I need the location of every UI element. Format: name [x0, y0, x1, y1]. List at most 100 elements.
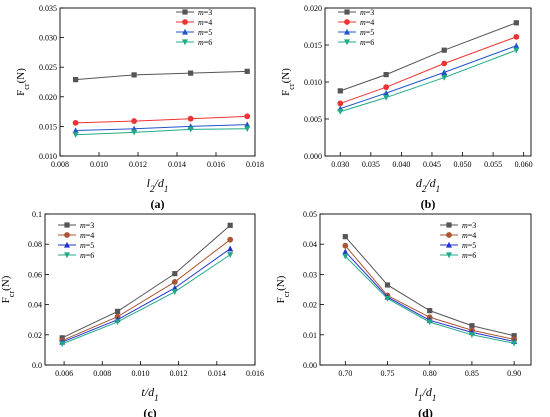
series-m=6 [59, 252, 234, 348]
series-m=6 [337, 47, 520, 115]
series-line [340, 49, 517, 113]
series-line [61, 254, 231, 345]
series-m=5 [59, 245, 234, 345]
x-tick-label: 0.014 [168, 160, 186, 169]
y-tick-label: 0.020 [304, 4, 322, 13]
y-axis-label: Fcr(N) [275, 275, 291, 303]
x-tick-label: 0.008 [51, 160, 69, 169]
x-tick-label: 0.008 [93, 369, 111, 378]
data-point [383, 84, 390, 91]
legend-label: m=5 [80, 241, 94, 250]
legend: m=3m=4m=5m=6 [440, 221, 476, 260]
x-tick-label: 0.006 [55, 369, 73, 378]
x-tick-label: 0.055 [484, 160, 502, 169]
chart-panel-2: 0.030 0.035 0.040 0.045 0.050 0.055 0.060 0.000… [280, 4, 533, 211]
x-tick-label: 0.014 [208, 369, 226, 378]
data-point [73, 77, 79, 83]
legend: m=3m=4m=5m=6 [58, 221, 94, 260]
legend-marker [446, 241, 452, 248]
x-tick-label: 0.018 [246, 160, 264, 169]
data-point [172, 271, 178, 277]
data-point [244, 121, 251, 128]
x-tick-label: 0.030 [331, 160, 349, 169]
legend-label: m=5 [198, 28, 212, 37]
data-point [187, 115, 194, 122]
data-point [227, 236, 234, 243]
series-m=3 [73, 68, 250, 83]
legend-label: m=6 [462, 251, 476, 260]
data-point [72, 119, 79, 126]
x-tick-label: 0.035 [362, 160, 380, 169]
plot-frame [44, 213, 256, 366]
legend-label: m=4 [360, 18, 374, 27]
legend-marker [64, 241, 70, 248]
x-tick-label: 0.060 [515, 160, 533, 169]
data-point [171, 284, 178, 291]
data-point [131, 118, 138, 124]
legend-marker [182, 39, 188, 46]
panel-label: (c) [143, 406, 156, 417]
data-point [441, 47, 447, 53]
data-point [342, 248, 349, 255]
y-tick-label: 0.000 [304, 152, 322, 161]
legend-marker [344, 39, 350, 46]
data-point [244, 126, 251, 132]
data-point [342, 234, 348, 240]
y-tick-label: 0.015 [304, 41, 322, 50]
data-point [59, 341, 66, 348]
y-tick-label: 0.025 [39, 63, 57, 72]
series-m=4 [72, 113, 251, 126]
series-m=3 [342, 234, 517, 339]
legend-label: m=3 [80, 221, 94, 230]
data-point [383, 89, 390, 96]
legend-label: m=6 [80, 251, 94, 260]
y-tick-label: 0.0 [32, 361, 42, 370]
data-point [383, 94, 390, 101]
x-axis-label: l1/d1 [415, 385, 437, 403]
data-point [513, 42, 520, 49]
y-axis-label: Fcr(N) [280, 68, 296, 96]
data-point [342, 253, 349, 260]
x-tick-label: 0.010 [131, 369, 149, 378]
y-tick-label: 0.005 [304, 115, 322, 124]
series-line [340, 36, 517, 104]
y-tick-label: 0.1 [32, 210, 42, 219]
chart-panel-3: 0.006 0.008 0.010 0.012 0.014 0.016 0.0 0.02 0.0… [0, 210, 264, 417]
series-m=6 [342, 253, 518, 347]
data-point [337, 88, 343, 94]
data-point [131, 129, 138, 136]
legend-marker [446, 222, 452, 228]
chart-panel-4: 0.70 0.75 0.80 0.85 0.90 0.00 0.01 0.02 0.03 0.04… [275, 210, 532, 417]
data-point [171, 289, 178, 295]
legend-marker [446, 232, 452, 238]
x-tick-label: 0.90 [507, 369, 521, 378]
legend-marker [64, 252, 70, 259]
x-tick-label: 0.80 [423, 369, 437, 378]
x-axis-label: t/d1 [141, 385, 158, 403]
data-point [244, 68, 250, 74]
series-line [61, 239, 231, 341]
data-point [114, 308, 121, 314]
y-tick-label: 0.02 [303, 301, 317, 310]
data-point [384, 295, 391, 302]
legend-marker [182, 19, 188, 25]
y-tick-label: 0.010 [304, 78, 322, 87]
legend-label: m=4 [80, 231, 94, 240]
data-point [131, 72, 137, 78]
x-tick-label: 0.010 [90, 160, 108, 169]
series-line [61, 248, 231, 343]
x-tick-label: 0.012 [129, 160, 147, 169]
legend-marker [446, 252, 452, 259]
series-m=4 [337, 33, 520, 107]
y-axis-label: Fcr(N) [15, 68, 31, 96]
x-tick-label: 0.016 [246, 369, 264, 378]
plot-frame [324, 7, 532, 157]
x-tick-label: 0.75 [381, 369, 395, 378]
legend-marker [64, 222, 70, 228]
series-line [75, 115, 248, 124]
data-point [511, 333, 517, 339]
data-point [171, 279, 178, 285]
data-point [337, 100, 344, 107]
y-tick-label: 0.030 [39, 34, 57, 43]
y-tick-label: 0.05 [303, 210, 317, 219]
